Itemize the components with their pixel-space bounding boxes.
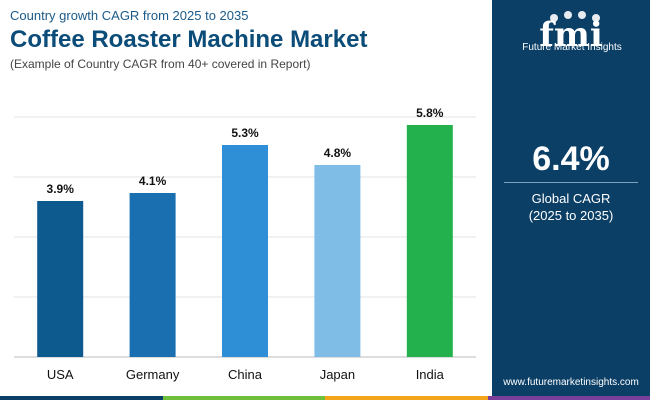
chart-title: Coffee Roaster Machine Market — [10, 26, 368, 53]
fmi-logo: fmi — [539, 11, 603, 55]
x-tick-germany: Germany — [126, 367, 180, 382]
x-tick-india: India — [416, 367, 445, 382]
bar-china — [222, 145, 268, 357]
logo-icon-3 — [578, 11, 586, 19]
bar-usa — [37, 201, 84, 357]
logo-caption: Future Market Insights — [522, 42, 622, 53]
bar-india — [406, 125, 453, 357]
bar-chart: 3.9% USA 4.1% Germany 5.3% China 4.8% Japan 5.8%… — [14, 106, 476, 382]
bar-japan — [314, 165, 361, 357]
chart-subtitle: Country growth CAGR from 2025 to 2035 — [10, 8, 249, 23]
global-cagr-value: 6.4% — [532, 140, 610, 178]
website-link[interactable]: www.futuremarketinsights.com — [503, 377, 639, 388]
global-cagr-label: Global CAGR (2025 to 2035) — [492, 190, 650, 224]
strip-segment-4 — [487, 396, 650, 400]
logo-icon-4 — [592, 14, 600, 22]
data-label-india: 5.8% — [416, 106, 444, 120]
bar-germany — [129, 193, 176, 357]
strip-segment-3 — [325, 396, 488, 400]
header: Country growth CAGR from 2025 to 2035 Co… — [10, 8, 480, 72]
chart-note: (Example of Country CAGR from 40+ covere… — [10, 57, 311, 71]
x-tick-usa: USA — [47, 367, 74, 382]
x-tick-china: China — [228, 367, 263, 382]
global-cagr-label-line1: Global CAGR — [531, 191, 611, 206]
logo-icon-2 — [564, 11, 572, 19]
divider — [504, 182, 638, 183]
strip-segment-2 — [162, 396, 325, 400]
logo-icon-1 — [550, 14, 558, 22]
x-tick-japan: Japan — [320, 367, 355, 382]
data-label-germany: 4.1% — [139, 174, 167, 188]
data-label-china: 5.3% — [231, 126, 259, 140]
global-cagr-label-line2: (2025 to 2035) — [528, 208, 614, 223]
logo-letters: fmi — [539, 15, 603, 55]
data-label-japan: 4.8% — [324, 146, 352, 160]
strip-segment-1 — [0, 396, 163, 400]
bottom-color-strip — [0, 396, 650, 400]
data-label-usa: 3.9% — [47, 182, 75, 196]
sidebar-panel: fmi Future Market Insights 6.4% Global C… — [492, 0, 650, 400]
